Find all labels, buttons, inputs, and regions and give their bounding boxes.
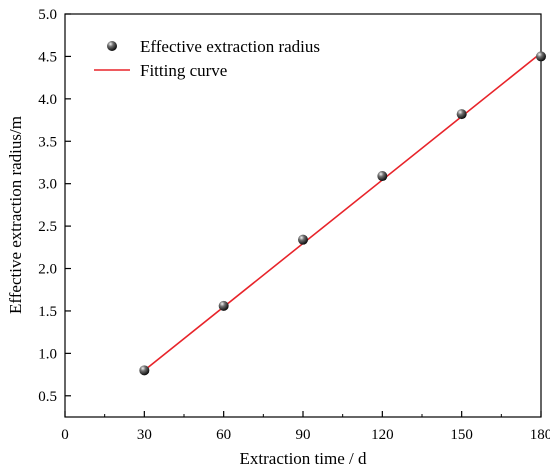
y-tick-label-0.5: 0.5 [38,389,57,405]
data-points-layer [139,51,546,376]
y-tick-label-3: 3.0 [38,177,57,193]
fitting-curve [143,52,542,371]
y-tick-label-1.5: 1.5 [38,304,57,320]
data-point-150 [456,109,467,120]
data-point-90 [298,234,308,245]
x-tick-label-30: 30 [137,427,152,443]
y-tick-label-1: 1.0 [38,346,57,362]
data-point-30 [139,365,150,376]
legend-marker-scatter [107,41,117,51]
x-axis-title: Extraction time / d [240,449,367,468]
y-tick-label-4: 4.0 [38,92,57,108]
data-point-60 [218,300,229,311]
x-tick-label-90: 90 [296,427,311,443]
x-tick-label-120: 120 [371,427,394,443]
y-tick-label-2.5: 2.5 [38,219,57,235]
x-axis: 0 30 60 90 120 150 180 [61,411,550,443]
y-tick-label-5: 5.0 [38,7,57,23]
legend: Effective extraction radius Fitting curv… [94,37,320,80]
x-tick-label-180: 180 [530,427,550,443]
y-axis: 0.5 1.0 1.5 2.0 2.5 3.0 3.5 4.0 4.5 5.0 [38,7,71,405]
data-point-180 [536,51,546,62]
y-tick-label-4.5: 4.5 [38,49,57,65]
legend-label-scatter: Effective extraction radius [140,37,320,56]
x-tick-label-150: 150 [450,427,473,443]
plot-frame [64,13,542,418]
y-tick-label-2: 2.0 [38,262,57,278]
data-point-120 [377,171,388,182]
fitting-curve-layer [143,52,542,371]
x-tick-label-60: 60 [216,427,231,443]
y-tick-label-3.5: 3.5 [38,134,57,150]
x-tick-label-0: 0 [61,427,69,443]
legend-label-line: Fitting curve [140,61,227,80]
y-axis-title: Effective extraction radius/m [6,116,25,314]
